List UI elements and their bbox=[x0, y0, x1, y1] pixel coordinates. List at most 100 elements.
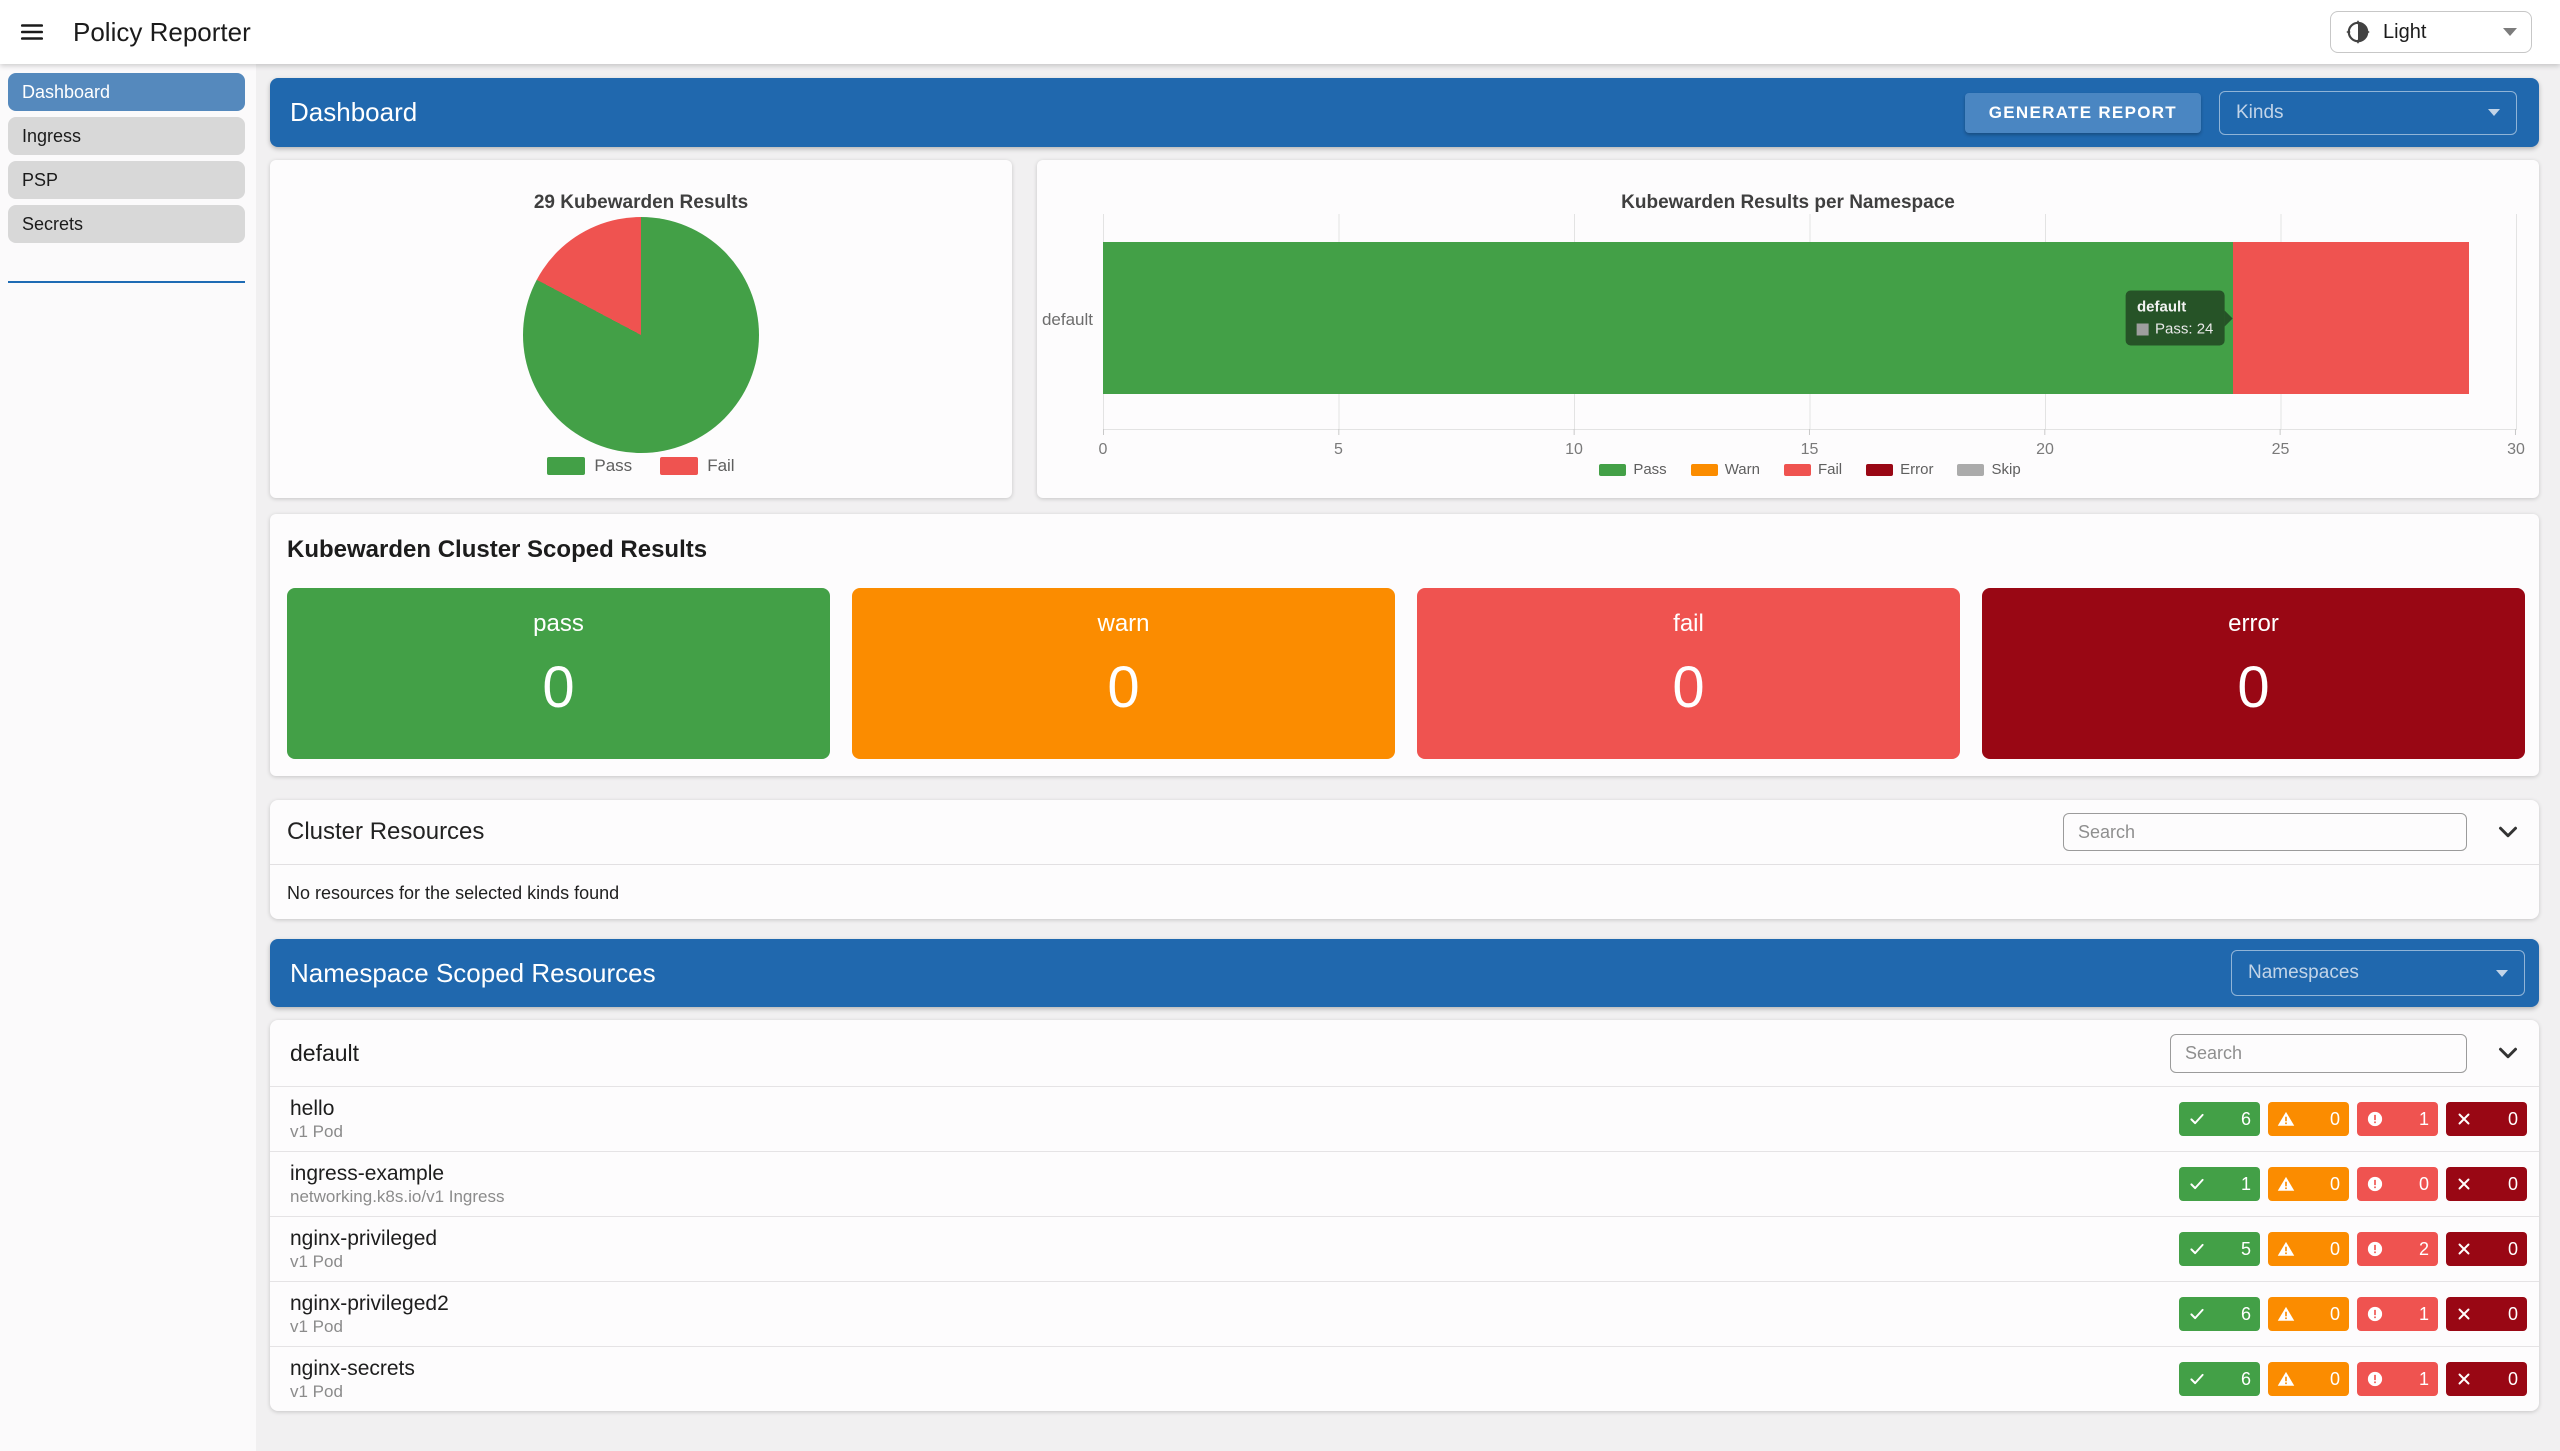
x-tick: 10 bbox=[1565, 441, 1583, 458]
warn-count: 0 bbox=[2329, 1238, 2340, 1259]
menu-icon[interactable] bbox=[19, 19, 45, 45]
bar-segment-pass[interactable] bbox=[1103, 242, 2234, 394]
legend-swatch bbox=[1957, 463, 1985, 476]
exclamation-circle-icon bbox=[2367, 1306, 2383, 1322]
legend-label: Error bbox=[1900, 461, 1934, 478]
tooltip-row: Pass: 24 bbox=[2137, 321, 2213, 338]
bar-chart-card: Kubewarden Results per Namespace default… bbox=[1037, 160, 2539, 498]
generate-report-button[interactable]: GENERATE REPORT bbox=[1964, 92, 2201, 133]
resource-name: ingress-example bbox=[290, 1162, 445, 1185]
exclamation-circle-icon bbox=[2367, 1241, 2383, 1257]
collapse-panel-button[interactable] bbox=[2493, 1038, 2523, 1068]
legend-swatch bbox=[547, 457, 586, 475]
fail-count-badge: 0 bbox=[2357, 1167, 2438, 1201]
exclamation-circle-icon bbox=[2367, 1371, 2383, 1387]
warning-icon bbox=[2277, 1306, 2295, 1321]
legend-item-pass[interactable]: Pass bbox=[547, 456, 632, 476]
theme-select[interactable]: Light bbox=[2330, 11, 2532, 53]
empty-message: No resources for the selected kinds foun… bbox=[287, 883, 620, 903]
resource-row[interactable]: nginx-privileged v1 Pod 5 0 2 0 bbox=[270, 1216, 2539, 1281]
legend-label: Pass bbox=[594, 456, 633, 475]
status-value: 0 bbox=[1672, 655, 1705, 720]
fail-count-badge: 1 bbox=[2357, 1102, 2438, 1136]
resource-row[interactable]: nginx-privileged2 v1 Pod 6 0 1 0 bbox=[270, 1281, 2539, 1346]
sidebar-item-dashboard[interactable]: Dashboard bbox=[8, 73, 245, 111]
collapse-panel-button[interactable] bbox=[2493, 817, 2523, 847]
legend-item-pass[interactable]: Pass bbox=[1599, 461, 1667, 478]
fail-count: 1 bbox=[2418, 1303, 2429, 1324]
cluster-scoped-results-card: Kubewarden Cluster Scoped Results pass 0… bbox=[270, 514, 2539, 776]
fail-count: 2 bbox=[2418, 1238, 2429, 1259]
pass-count-badge: 6 bbox=[2179, 1102, 2260, 1136]
resource-name: nginx-privileged2 bbox=[290, 1292, 449, 1315]
bar-segment-fail[interactable] bbox=[2233, 242, 2469, 394]
legend-item-fail[interactable]: Fail bbox=[660, 456, 735, 476]
resource-kind: v1 Pod bbox=[290, 1382, 343, 1401]
warn-count: 0 bbox=[2329, 1368, 2340, 1389]
bar-axis-ticks bbox=[1103, 429, 2516, 435]
legend-swatch bbox=[1866, 463, 1894, 476]
pie[interactable] bbox=[523, 217, 759, 453]
namespace-panel-default: default hello v1 Pod 6 0 1 bbox=[270, 1020, 2539, 1411]
legend-item-error[interactable]: Error bbox=[1866, 461, 1933, 478]
pass-count: 6 bbox=[2240, 1303, 2251, 1324]
status-label: error bbox=[2228, 610, 2279, 637]
x-icon bbox=[2458, 1308, 2470, 1320]
result-badges: 6 0 1 0 bbox=[2179, 1297, 2527, 1331]
bar-chart-title: Kubewarden Results per Namespace bbox=[1621, 192, 1955, 213]
pass-count-badge: 5 bbox=[2179, 1232, 2260, 1266]
resource-row[interactable]: nginx-secrets v1 Pod 6 0 1 0 bbox=[270, 1346, 2539, 1411]
namespace-search-input[interactable] bbox=[2170, 1033, 2467, 1073]
warn-count-badge: 0 bbox=[2268, 1102, 2349, 1136]
warning-icon bbox=[2277, 1241, 2295, 1256]
caret-down-icon bbox=[2496, 969, 2508, 977]
bar-plot: default default Pass: 24 0 5 10 15 bbox=[1042, 214, 2525, 458]
resource-info: nginx-privileged2 v1 Pod bbox=[290, 1291, 449, 1337]
x-tick: 30 bbox=[2507, 441, 2525, 458]
bar-stack[interactable]: default Pass: 24 bbox=[1103, 242, 2516, 394]
error-count: 0 bbox=[2507, 1173, 2518, 1194]
resource-kind: v1 Pod bbox=[290, 1317, 343, 1336]
error-count: 0 bbox=[2507, 1238, 2518, 1259]
caret-down-icon bbox=[2488, 109, 2500, 116]
sidebar-item-psp[interactable]: PSP bbox=[8, 161, 245, 199]
legend-item-warn[interactable]: Warn bbox=[1690, 461, 1760, 478]
sidebar: Dashboard Ingress PSP Secrets bbox=[0, 64, 256, 1451]
resource-info: ingress-example networking.k8s.io/v1 Ing… bbox=[290, 1161, 505, 1207]
tooltip-swatch bbox=[2137, 323, 2150, 335]
chevron-down-icon bbox=[2499, 826, 2517, 838]
exclamation-circle-icon bbox=[2367, 1176, 2383, 1192]
sidebar-item-label: Ingress bbox=[22, 125, 82, 146]
fail-count-badge: 2 bbox=[2357, 1232, 2438, 1266]
cluster-resources-search-input[interactable] bbox=[2063, 813, 2467, 851]
legend-item-fail[interactable]: Fail bbox=[1783, 461, 1843, 478]
resource-info: nginx-secrets v1 Pod bbox=[290, 1356, 415, 1402]
pass-count-badge: 1 bbox=[2179, 1167, 2260, 1201]
namespace-scoped-header: Namespace Scoped Resources Namespaces bbox=[270, 939, 2539, 1007]
resource-name: nginx-privileged bbox=[290, 1227, 438, 1250]
legend-label: Fail bbox=[707, 456, 735, 475]
resource-row[interactable]: ingress-example networking.k8s.io/v1 Ing… bbox=[270, 1151, 2539, 1216]
namespaces-select[interactable]: Namespaces bbox=[2231, 950, 2525, 996]
x-icon bbox=[2458, 1178, 2470, 1190]
chevron-down-icon bbox=[2499, 1047, 2517, 1059]
x-icon bbox=[2458, 1113, 2470, 1125]
legend-swatch bbox=[1783, 463, 1811, 476]
bar-legend: Pass Warn Fail Error Skip bbox=[1103, 461, 2517, 478]
legend-item-skip[interactable]: Skip bbox=[1957, 461, 2021, 478]
warning-icon bbox=[2277, 1176, 2295, 1191]
result-badges: 5 0 2 0 bbox=[2179, 1232, 2527, 1266]
kinds-select[interactable]: Kinds bbox=[2219, 90, 2517, 135]
sidebar-item-secrets[interactable]: Secrets bbox=[8, 205, 245, 243]
pass-count: 6 bbox=[2240, 1368, 2251, 1389]
status-label: pass bbox=[533, 610, 584, 637]
warning-icon bbox=[2277, 1111, 2295, 1126]
panel-title: Cluster Resources bbox=[287, 818, 485, 845]
legend-swatch bbox=[1690, 463, 1718, 476]
legend-label: Fail bbox=[1817, 461, 1843, 478]
status-card-warn: warn 0 bbox=[852, 588, 1395, 759]
resource-row[interactable]: hello v1 Pod 6 0 1 0 bbox=[270, 1086, 2539, 1151]
tooltip-title: default bbox=[2137, 298, 2187, 316]
sidebar-item-ingress[interactable]: Ingress bbox=[8, 117, 245, 155]
sidebar-item-label: Dashboard bbox=[22, 81, 111, 102]
